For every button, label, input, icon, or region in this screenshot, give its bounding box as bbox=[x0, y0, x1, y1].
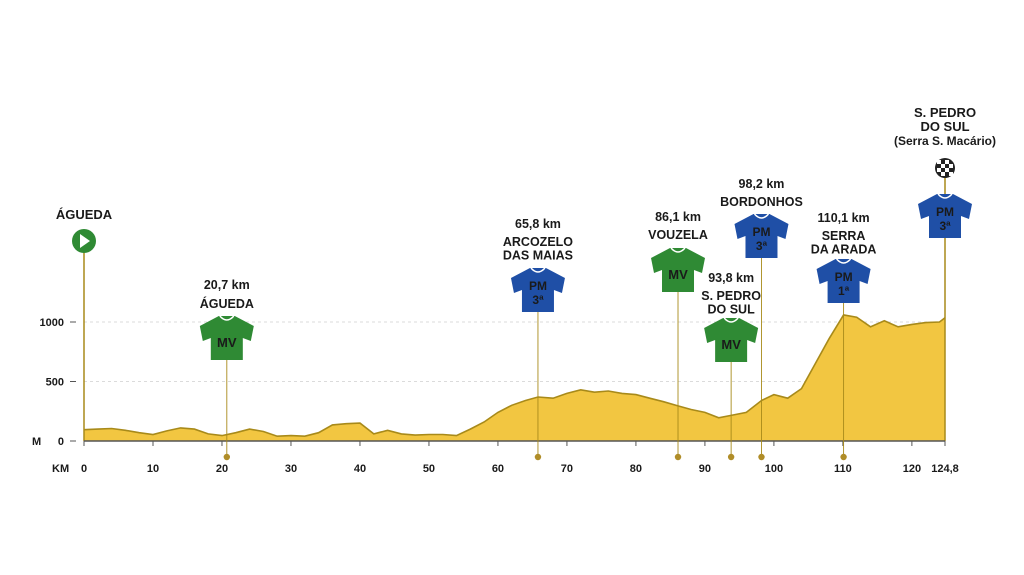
x-tick-label: 50 bbox=[423, 463, 435, 475]
jersey-body bbox=[816, 259, 871, 303]
jersey-collar bbox=[670, 247, 686, 253]
jersey-body bbox=[510, 268, 565, 312]
x-tick-label: 30 bbox=[285, 463, 297, 475]
jersey-category-label: 3ª bbox=[756, 239, 768, 253]
x-tick-label: 124,8 bbox=[931, 463, 959, 475]
point-km-label: 65,8 km bbox=[515, 217, 561, 231]
x-tick-label: 70 bbox=[561, 463, 573, 475]
jersey-collar bbox=[836, 258, 852, 264]
jersey-type-label: PM bbox=[936, 205, 954, 219]
jersey-collar bbox=[219, 315, 235, 321]
y-axis-unit-label: M bbox=[32, 436, 41, 448]
point-name-label: DO SUL bbox=[708, 303, 756, 317]
x-tick-label: 40 bbox=[354, 463, 366, 475]
y-tick-label: 500 bbox=[46, 377, 64, 389]
x-tick-label: 120 bbox=[903, 463, 921, 475]
checker-square bbox=[941, 164, 945, 168]
x-tick-label: 110 bbox=[834, 463, 852, 475]
jersey-collar bbox=[530, 267, 546, 273]
point-marker-dot bbox=[674, 453, 682, 461]
checker-square bbox=[937, 160, 941, 164]
jersey-body bbox=[199, 316, 254, 360]
point-name-label: SERRA bbox=[822, 229, 866, 243]
checker-square bbox=[949, 164, 953, 168]
point-marker-dot bbox=[223, 453, 231, 461]
checkered-pattern bbox=[937, 160, 953, 176]
point-km-label: 86,1 km bbox=[655, 210, 701, 224]
checker-square bbox=[949, 172, 953, 176]
mv-jersey-icon: MV bbox=[199, 315, 254, 360]
point-km-label: 93,8 km bbox=[708, 271, 754, 285]
checker-square bbox=[941, 172, 945, 176]
finish-name-label: (Serra S. Macário) bbox=[894, 134, 996, 148]
x-axis-unit-label: KM bbox=[52, 463, 69, 475]
point-marker-dot bbox=[840, 453, 847, 461]
jersey-type-label: PM bbox=[529, 279, 547, 293]
x-tick-label: 20 bbox=[216, 463, 228, 475]
jersey-type-label: PM bbox=[835, 270, 853, 284]
finish-name-label: S. PEDRO bbox=[914, 105, 976, 120]
x-tick-label: 60 bbox=[492, 463, 504, 475]
jersey-type-label: MV bbox=[721, 337, 741, 352]
jersey-category-label: 1ª bbox=[838, 284, 850, 298]
x-tick-label: 100 bbox=[765, 463, 783, 475]
point-km-label: 98,2 km bbox=[739, 177, 785, 191]
point-km-label: 110,1 km bbox=[818, 211, 870, 225]
jersey-body bbox=[651, 248, 706, 292]
point-name-label: DA ARADA bbox=[811, 243, 877, 257]
jersey-collar bbox=[723, 317, 739, 323]
start-town-label: ÁGUEDA bbox=[56, 207, 113, 222]
jersey-collar bbox=[937, 193, 953, 199]
x-tick-label: 10 bbox=[147, 463, 159, 475]
jersey-collar bbox=[753, 213, 770, 219]
point-name-label: ÁGUEDA bbox=[200, 296, 254, 311]
checker-square bbox=[937, 168, 941, 172]
play-icon bbox=[80, 234, 90, 248]
jersey-type-label: MV bbox=[217, 335, 237, 350]
finish-name-label: DO SUL bbox=[920, 119, 969, 134]
x-tick-label: 0 bbox=[81, 463, 87, 475]
jersey-type-label: PM bbox=[752, 225, 770, 239]
point-name-label: BORDONHOS bbox=[720, 195, 803, 209]
mv-jersey-icon: MV bbox=[704, 317, 759, 362]
jersey-body bbox=[918, 194, 972, 238]
point-name-label: ARCOZELO bbox=[503, 235, 573, 249]
point-name-label: DAS MAIAS bbox=[503, 249, 573, 263]
jersey-body bbox=[734, 214, 789, 258]
x-tick-label: 80 bbox=[630, 463, 642, 475]
jersey-category-label: 3ª bbox=[532, 293, 544, 307]
elevation-area bbox=[84, 314, 945, 441]
elevation-line bbox=[83, 314, 946, 438]
y-tick-label: 0 bbox=[58, 436, 64, 448]
x-tick-label: 90 bbox=[699, 463, 711, 475]
y-tick-label: 1000 bbox=[40, 317, 64, 329]
point-km-label: 20,7 km bbox=[204, 278, 250, 292]
jersey-category-label: 3ª bbox=[939, 219, 951, 233]
point-marker-dot bbox=[534, 453, 542, 461]
mv-jersey-icon: MV bbox=[651, 247, 706, 292]
point-marker-dot bbox=[758, 453, 765, 461]
checker-square bbox=[945, 168, 949, 172]
checker-square bbox=[945, 160, 949, 164]
point-marker-dot bbox=[727, 453, 735, 461]
point-name-label: VOUZELA bbox=[648, 228, 708, 242]
jersey-body bbox=[704, 318, 759, 362]
jersey-type-label: MV bbox=[668, 267, 688, 282]
point-name-label: S. PEDRO bbox=[701, 289, 761, 303]
